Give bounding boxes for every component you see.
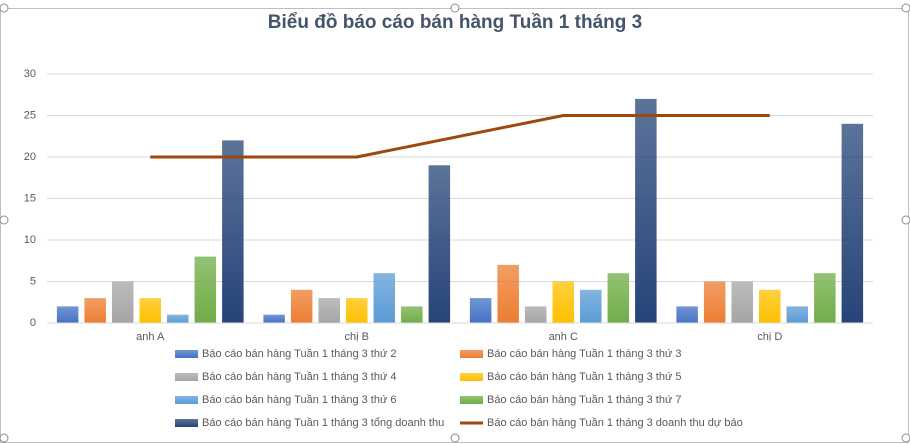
legend-marker: [175, 419, 198, 427]
bar: [56, 306, 79, 323]
bar: [139, 298, 161, 323]
bar: [373, 273, 396, 323]
legend-marker: [175, 396, 198, 404]
y-tick-label: 0: [30, 317, 36, 329]
bar: [524, 306, 547, 323]
bar: [786, 306, 809, 323]
bar: [497, 264, 519, 323]
bar: [194, 256, 217, 323]
bar: [635, 98, 657, 324]
legend-marker: [175, 350, 198, 358]
legend-marker: [175, 373, 198, 381]
bar: [841, 123, 864, 323]
legend-label: Báo cáo bán hàng Tuần 1 tháng 3 thứ 7: [487, 394, 682, 406]
bar: [580, 289, 602, 323]
legend-marker: [460, 350, 483, 358]
bar: [222, 140, 244, 323]
bar: [167, 314, 189, 323]
x-tick-label: anh C: [549, 331, 578, 343]
legend-label: Báo cáo bán hàng Tuần 1 tháng 3 thứ 6: [202, 394, 397, 406]
legend-label: Báo cáo bán hàng Tuần 1 tháng 3 tổng doa…: [202, 417, 444, 429]
legend-label: Báo cáo bán hàng Tuần 1 tháng 3 thứ 4: [202, 371, 397, 383]
bar: [346, 298, 368, 323]
resize-handles[interactable]: [0, 3, 910, 443]
legend-label: Báo cáo bán hàng Tuần 1 tháng 3 thứ 5: [487, 371, 682, 383]
chart-frame: [0, 8, 909, 443]
bar: [676, 306, 698, 323]
x-tick-label: chị D: [757, 331, 782, 343]
bar: [111, 281, 134, 323]
line: [150, 114, 770, 159]
legend-marker: [460, 373, 483, 381]
y-tick-label: 15: [24, 192, 36, 204]
y-tick-label: 20: [24, 151, 36, 163]
bar: [401, 306, 423, 323]
x-tick-label: anh A: [136, 331, 165, 343]
bar: [318, 298, 340, 323]
legend-label: Báo cáo bán hàng Tuần 1 tháng 3 doanh th…: [487, 417, 743, 429]
bar: [703, 281, 726, 323]
bar: [84, 298, 106, 323]
bar: [814, 273, 836, 323]
bar: [759, 289, 781, 323]
bar: [428, 165, 451, 323]
y-tick-label: 30: [24, 68, 36, 80]
bar: [263, 314, 285, 323]
y-tick-label: 5: [30, 275, 36, 287]
bar: [552, 281, 574, 323]
bar: [731, 281, 753, 323]
legend-label: Báo cáo bán hàng Tuần 1 tháng 3 thứ 2: [202, 348, 397, 360]
bar: [469, 298, 492, 323]
legend-label: Báo cáo bán hàng Tuần 1 tháng 3 thứ 3: [487, 348, 682, 360]
bar: [290, 289, 313, 323]
x-tick-label: chị B: [345, 331, 369, 343]
y-tick-label: 10: [24, 234, 36, 246]
y-tick-label: 25: [24, 109, 36, 121]
chart-title: Biểu đồ báo cáo bán hàng Tuần 1 tháng 3: [268, 12, 642, 33]
bar: [607, 273, 630, 323]
legend-marker: [460, 396, 483, 404]
